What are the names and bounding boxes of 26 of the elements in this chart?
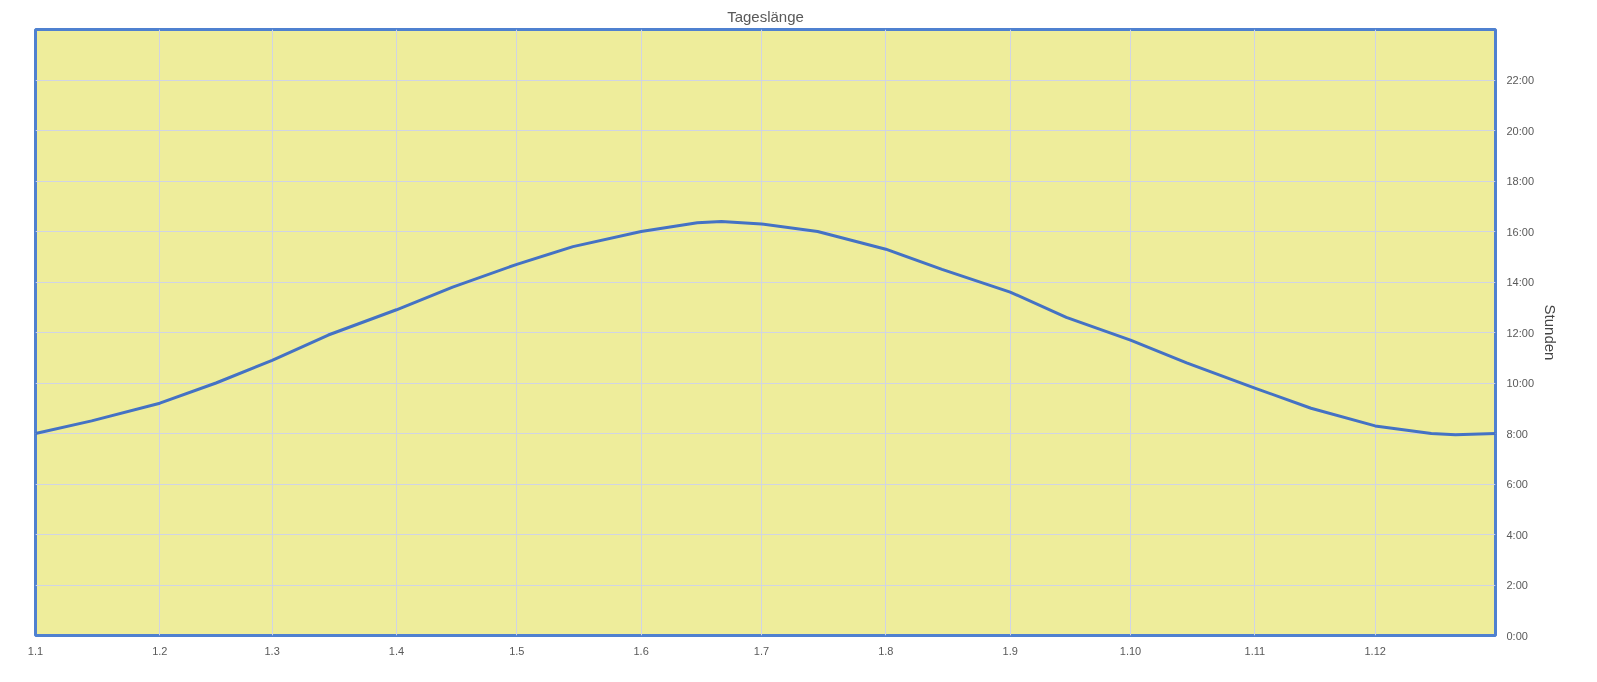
- chart-title: Tageslänge: [727, 7, 804, 25]
- y-tick-label: 14:00: [1506, 276, 1535, 288]
- x-tick-label: 1.2: [152, 644, 168, 657]
- y-axis-title: Stunden: [1542, 304, 1560, 361]
- y-tick-label: 4:00: [1506, 528, 1528, 541]
- x-tick-label: 1.11: [1244, 644, 1266, 657]
- x-tick-label: 1.8: [878, 644, 894, 657]
- x-tick-label: 1.6: [633, 644, 649, 657]
- y-tick-label: 18:00: [1506, 175, 1535, 187]
- y-tick-label: 2:00: [1506, 579, 1528, 591]
- y-tick-label: 0:00: [1506, 629, 1528, 642]
- y-tick-label: 16:00: [1506, 225, 1535, 238]
- x-tick-label: 1.3: [264, 644, 280, 657]
- y-tick-label: 10:00: [1506, 377, 1535, 389]
- x-tick-label: 1.4: [388, 644, 405, 657]
- x-tick-label: 1.9: [1002, 644, 1018, 657]
- y-tick-label: 6:00: [1506, 478, 1528, 490]
- x-tick-label: 1.7: [753, 644, 770, 657]
- x-tick-label: 1.12: [1364, 644, 1386, 657]
- x-tick-label: 1.5: [509, 644, 525, 657]
- x-tick-label: 1.10: [1119, 644, 1142, 657]
- y-tick-label: 20:00: [1506, 124, 1535, 137]
- x-tick-label: 1.1: [27, 644, 44, 657]
- y-tick-label: 8:00: [1506, 427, 1528, 440]
- y-tick-label: 12:00: [1506, 326, 1535, 339]
- y-tick-label: 22:00: [1506, 74, 1535, 86]
